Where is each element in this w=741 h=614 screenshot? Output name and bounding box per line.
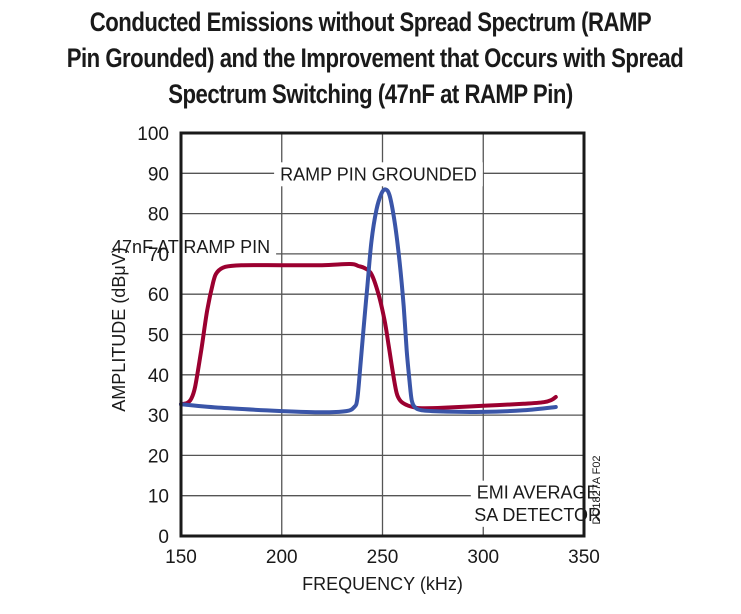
x-tick-label: 350 — [568, 547, 600, 568]
annotation: 47nF AT RAMP PIN — [106, 234, 277, 259]
x-tick-labels: 150 200 250 300 350 — [165, 547, 600, 568]
x-tick-label: 150 — [165, 547, 197, 568]
series-47nf-at-ramp-pin — [179, 261, 558, 411]
series-ramp-pin-grounded — [179, 187, 558, 415]
y-tick-label: 60 — [148, 285, 169, 306]
y-tick-label: 0 — [158, 527, 169, 548]
annotation: SA DETECTOR — [468, 502, 608, 527]
y-tick-label: 70 — [148, 245, 169, 266]
x-axis-label: FREQUENCY (kHz) — [302, 574, 463, 594]
x-tick-label: 300 — [467, 547, 499, 568]
series-group — [179, 187, 558, 415]
title-line-2: Pin Grounded) and the Improvement that O… — [66, 43, 684, 73]
y-tick-label: 20 — [148, 446, 169, 467]
annotation: RAMP PIN GROUNDED — [274, 162, 483, 187]
annotation-text: SA DETECTOR — [474, 505, 601, 525]
y-tick-label: 80 — [148, 205, 169, 226]
y-tick-label: 90 — [148, 164, 169, 185]
plot-frame — [179, 131, 586, 538]
y-tick-label: 10 — [148, 487, 169, 508]
annotation-text: RAMP PIN GROUNDED — [280, 164, 477, 184]
y-tick-label: 30 — [148, 406, 169, 427]
annotation-text: EMI AVERAGE — [477, 483, 599, 503]
y-tick-labels: 0 10 20 30 40 50 60 70 80 90 100 — [137, 124, 169, 548]
annotation-text: 47nF AT RAMP PIN — [112, 237, 270, 257]
annotation-background — [106, 234, 277, 259]
annotation-background — [470, 480, 605, 505]
y-tick-label: 100 — [137, 124, 169, 145]
annotation-background — [274, 162, 483, 187]
y-tick-label: 40 — [148, 366, 169, 387]
x-tick-label: 200 — [266, 547, 298, 568]
x-tick-label: 250 — [367, 547, 399, 568]
chart-title: Conducted Emissions without Spread Spect… — [66, 4, 684, 112]
figure-id: DC1827A F02 — [591, 455, 603, 524]
y-axis-label: AMPLITUDE (dBμV) — [109, 247, 129, 411]
title-line-1: Conducted Emissions without Spread Spect… — [89, 7, 652, 37]
y-tick-label: 50 — [148, 326, 169, 347]
title-line-3: Spectrum Switching (47nF at RAMP Pin) — [168, 79, 573, 109]
annotation: EMI AVERAGE — [470, 480, 605, 505]
